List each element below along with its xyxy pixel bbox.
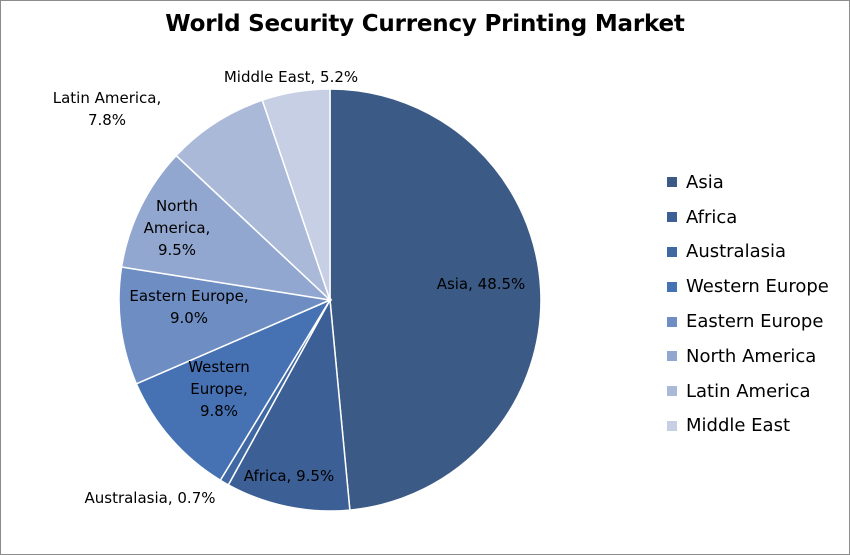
data-label-latin-america: Latin America, 7.8% <box>53 89 162 129</box>
data-label-north-america: North America, 9.5% <box>144 197 211 259</box>
legend-item-africa: Africa <box>667 200 829 235</box>
legend-item-eastern-europe: Eastern Europe <box>667 304 829 339</box>
legend-swatch <box>667 351 677 362</box>
legend-label: Eastern Europe <box>686 311 824 333</box>
legend-label: Middle East <box>686 415 791 437</box>
data-label-africa: Africa, 9.5% <box>244 467 334 485</box>
legend-item-middle-east: Middle East <box>667 409 829 444</box>
legend-swatch <box>667 246 677 257</box>
legend: Asia Africa Australasia Western Europe Easte… <box>667 165 829 443</box>
legend-swatch <box>667 316 677 327</box>
legend-swatch <box>667 212 677 223</box>
legend-item-asia: Asia <box>667 165 829 200</box>
legend-label: Asia <box>686 171 724 193</box>
legend-label: Australasia <box>686 241 787 263</box>
pie-slice-north-america <box>120 154 333 302</box>
chart-title: World Security Currency Printing Market <box>165 11 685 37</box>
legend-label: Africa <box>686 206 738 228</box>
pie-slice-western-europe <box>135 298 332 482</box>
legend-item-latin-america: Latin America <box>667 374 829 409</box>
data-label-western-europe: Western Europe, 9.8% <box>188 358 250 420</box>
legend-swatch <box>667 420 677 431</box>
legend-item-north-america: North America <box>667 339 829 374</box>
legend-item-western-europe: Western Europe <box>667 269 829 304</box>
legend-label: North America <box>686 345 817 367</box>
data-label-eastern-europe: Eastern Europe, 9.0% <box>129 287 248 327</box>
legend-swatch <box>667 281 677 292</box>
legend-item-australasia: Australasia <box>667 235 829 270</box>
data-label-australasia: Australasia, 0.7% <box>84 489 215 507</box>
legend-label: Latin America <box>686 380 811 402</box>
pie-slice-asia <box>329 88 542 511</box>
legend-swatch <box>667 386 677 397</box>
legend-label: Western Europe <box>686 276 829 298</box>
legend-swatch <box>667 177 677 188</box>
pie-slice-middle-east <box>261 88 331 301</box>
data-label-asia: Asia, 48.5% <box>437 275 526 293</box>
pie-slice-eastern-europe <box>118 266 333 385</box>
pie-slice-latin-america <box>175 99 331 301</box>
pie-slice-africa <box>227 297 351 512</box>
data-label-middle-east: Middle East, 5.2% <box>224 68 358 86</box>
